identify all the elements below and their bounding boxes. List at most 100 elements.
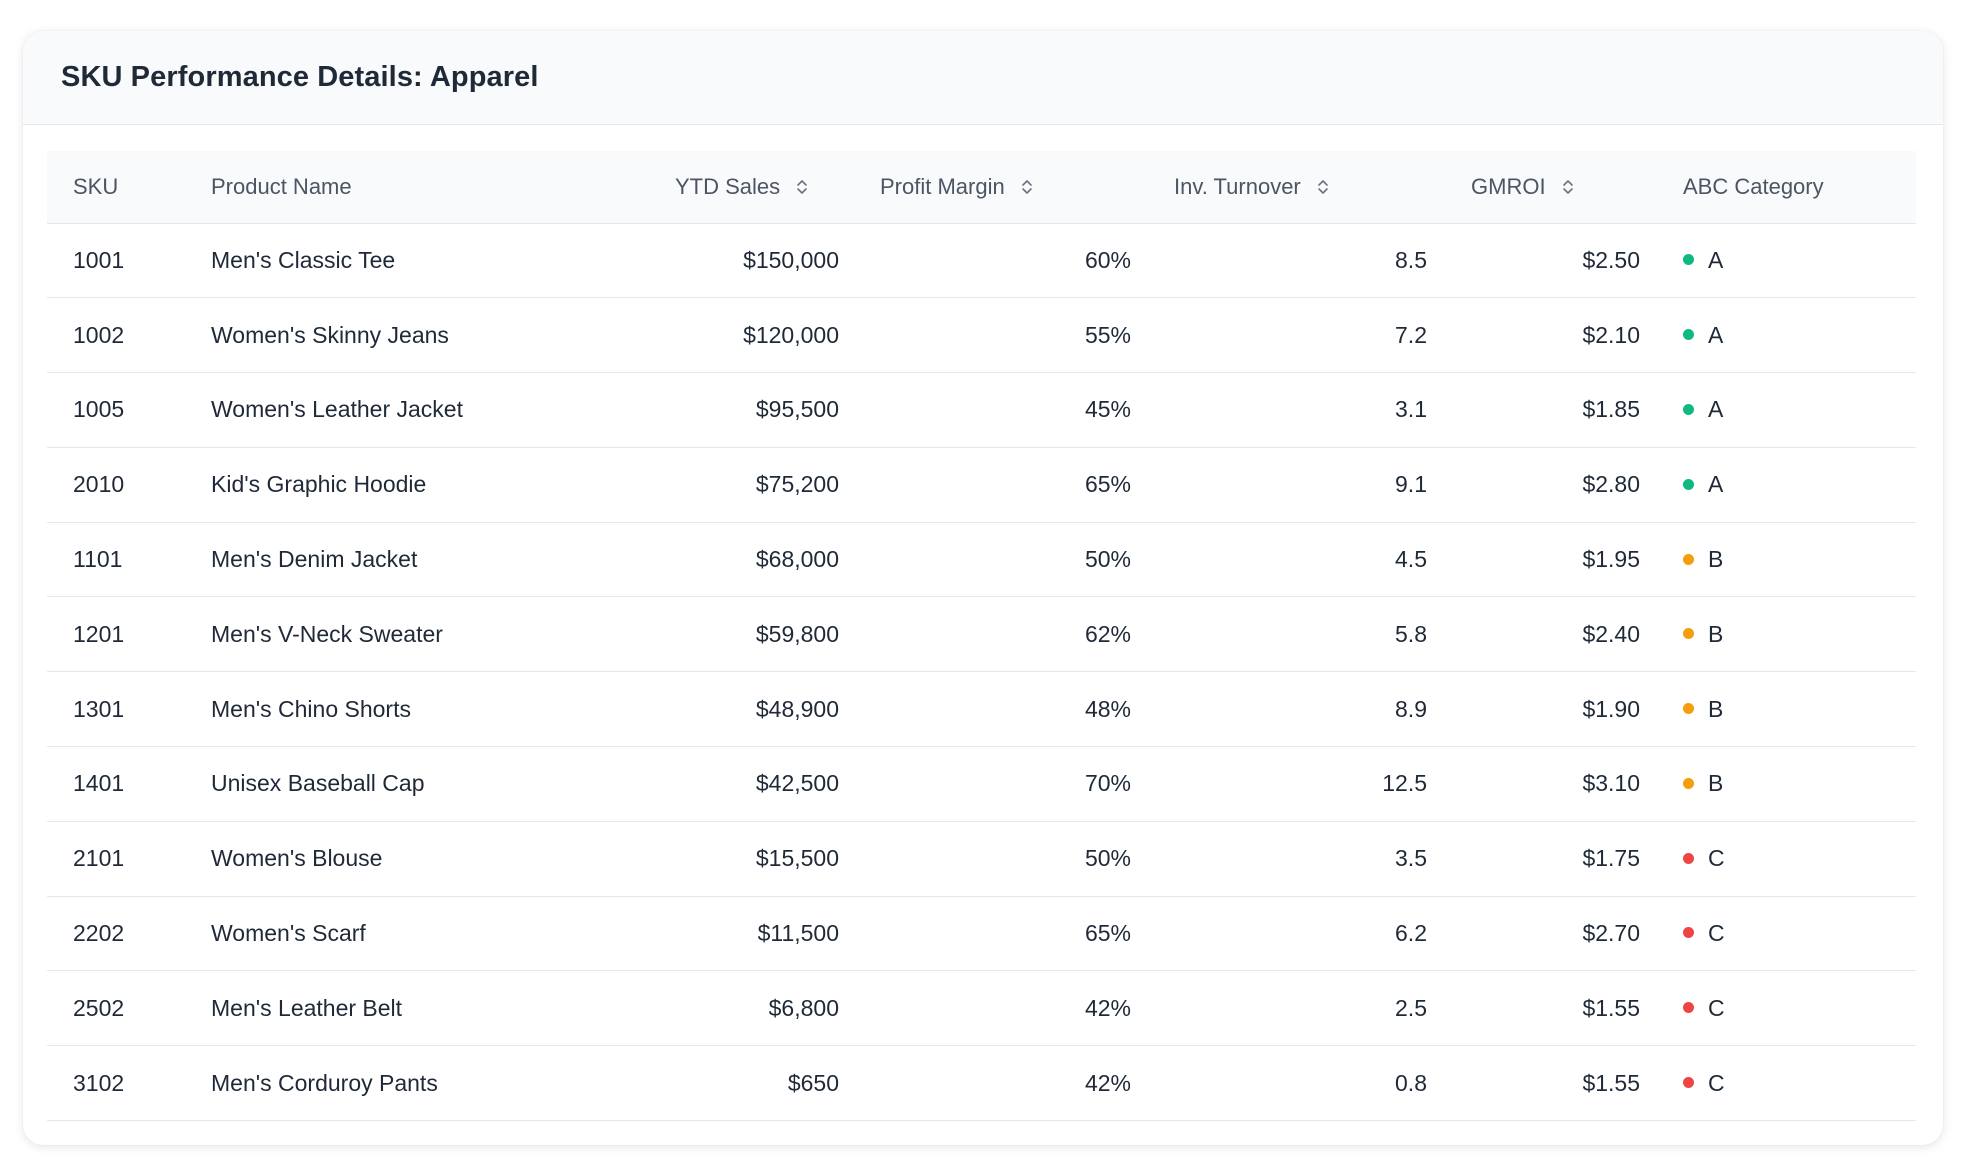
sku-performance-table: SKU Product Name YTD Sales Profit Margin… — [47, 151, 1916, 1122]
cell-inv-turnover: 12.5 — [1133, 746, 1429, 822]
status-dot-icon — [1683, 254, 1694, 266]
cell-product-name: Kid's Graphic Hoodie — [185, 447, 485, 523]
cell-gmroi: $2.80 — [1429, 447, 1642, 523]
category-label: C — [1708, 994, 1725, 1021]
column-header-ytd-sales[interactable]: YTD Sales — [485, 151, 839, 224]
status-dot-icon — [1683, 553, 1694, 565]
cell-sku: 2101 — [47, 821, 185, 897]
cell-inv-turnover: 0.8 — [1133, 1045, 1429, 1122]
cell-profit-margin: 65% — [839, 896, 1133, 972]
category-label: B — [1708, 546, 1724, 573]
status-dot-icon — [1683, 403, 1694, 415]
cell-product-name: Women's Skinny Jeans — [185, 297, 485, 374]
column-header-label: Product Name — [211, 173, 352, 199]
cell-profit-margin: 50% — [839, 821, 1133, 897]
cell-ytd-sales: $650 — [485, 1045, 839, 1122]
column-header-label: SKU — [73, 173, 119, 199]
cell-ytd-sales: $42,500 — [485, 746, 839, 822]
cell-abc-category: C — [1642, 970, 1916, 1047]
cell-ytd-sales: $11,500 — [485, 896, 839, 972]
cell-inv-turnover: 2.5 — [1133, 970, 1429, 1047]
cell-abc-category: C — [1642, 1045, 1916, 1122]
cell-inv-turnover: 5.8 — [1133, 596, 1429, 673]
cell-inv-turnover: 9.1 — [1133, 447, 1429, 523]
status-dot-icon — [1683, 1077, 1694, 1089]
cell-profit-margin: 55% — [839, 297, 1133, 374]
cell-ytd-sales: $15,500 — [485, 821, 839, 897]
column-header-inv-turnover[interactable]: Inv. Turnover — [1133, 151, 1429, 224]
category-label: C — [1708, 1069, 1725, 1096]
cell-ytd-sales: $95,500 — [485, 372, 839, 448]
column-header-gmroi[interactable]: GMROI — [1429, 151, 1642, 224]
status-dot-icon — [1683, 927, 1694, 939]
cell-inv-turnover: 3.5 — [1133, 821, 1429, 897]
column-header-abc-category: ABC Category — [1642, 151, 1916, 224]
table-row: 1005 Women's Leather Jacket $95,500 45% 3.1 $… — [47, 372, 1916, 448]
cell-inv-turnover: 7.2 — [1133, 297, 1429, 374]
cell-sku: 1002 — [47, 297, 185, 374]
status-dot-icon — [1683, 1002, 1694, 1014]
cell-profit-margin: 45% — [839, 372, 1133, 448]
cell-gmroi: $1.95 — [1429, 522, 1642, 598]
cell-sku: 1005 — [47, 372, 185, 448]
cell-inv-turnover: 6.2 — [1133, 896, 1429, 972]
cell-abc-category: B — [1642, 746, 1916, 822]
table-row: 1101 Men's Denim Jacket $68,000 50% 4.5 $1.95… — [47, 522, 1916, 598]
cell-sku: 2010 — [47, 447, 185, 523]
column-header-sku: SKU — [47, 151, 185, 224]
table-row: 1002 Women's Skinny Jeans $120,000 55% 7.2 $2… — [47, 297, 1916, 374]
cell-abc-category: C — [1642, 821, 1916, 897]
status-dot-icon — [1683, 478, 1694, 490]
cell-abc-category: B — [1642, 671, 1916, 748]
cell-sku: 2202 — [47, 896, 185, 972]
cell-gmroi: $1.55 — [1429, 1045, 1642, 1122]
category-label: A — [1708, 471, 1724, 498]
cell-product-name: Unisex Baseball Cap — [185, 746, 485, 822]
cell-profit-margin: 62% — [839, 596, 1133, 673]
cell-inv-turnover: 3.1 — [1133, 372, 1429, 448]
cell-abc-category: C — [1642, 896, 1916, 972]
column-header-label: GMROI — [1471, 173, 1546, 199]
cell-gmroi: $3.10 — [1429, 746, 1642, 822]
status-dot-icon — [1683, 329, 1694, 341]
sort-icon[interactable] — [796, 177, 808, 197]
table-row: 3102 Men's Corduroy Pants $650 42% 0.8 $1.55 C — [47, 1045, 1916, 1122]
cell-profit-margin: 42% — [839, 1045, 1133, 1122]
cell-sku: 1301 — [47, 671, 185, 748]
cell-inv-turnover: 4.5 — [1133, 522, 1429, 598]
column-header-label: YTD Sales — [675, 173, 781, 199]
header-row: SKU Product Name YTD Sales Profit Margin… — [47, 151, 1916, 224]
sort-icon[interactable] — [1021, 177, 1033, 197]
cell-abc-category: B — [1642, 522, 1916, 598]
table-body: 1001 Men's Classic Tee $150,000 60% 8.5 $2.50… — [47, 223, 1916, 1122]
status-dot-icon — [1683, 777, 1694, 789]
table-row: 2502 Men's Leather Belt $6,800 42% 2.5 $1.55 C — [47, 970, 1916, 1047]
cell-profit-margin: 70% — [839, 746, 1133, 822]
table-container: SKU Product Name YTD Sales Profit Margin… — [47, 151, 1916, 1122]
table-row: 1001 Men's Classic Tee $150,000 60% 8.5 $2.50… — [47, 223, 1916, 299]
column-header-profit-margin[interactable]: Profit Margin — [839, 151, 1133, 224]
cell-product-name: Men's Denim Jacket — [185, 522, 485, 598]
cell-sku: 1201 — [47, 596, 185, 673]
status-dot-icon — [1683, 703, 1694, 715]
cell-profit-margin: 48% — [839, 671, 1133, 748]
cell-ytd-sales: $6,800 — [485, 970, 839, 1047]
cell-gmroi: $1.85 — [1429, 372, 1642, 448]
cell-product-name: Men's V-Neck Sweater — [185, 596, 485, 673]
sort-icon[interactable] — [1562, 177, 1574, 197]
cell-sku: 1101 — [47, 522, 185, 598]
cell-gmroi: $2.50 — [1429, 223, 1642, 299]
cell-sku: 1401 — [47, 746, 185, 822]
cell-product-name: Men's Chino Shorts — [185, 671, 485, 748]
column-header-product-name: Product Name — [185, 151, 485, 224]
cell-abc-category: B — [1642, 596, 1916, 673]
column-header-label: Inv. Turnover — [1174, 173, 1301, 199]
column-header-label: ABC Category — [1683, 173, 1824, 199]
table-row: 1401 Unisex Baseball Cap $42,500 70% 12.5 $3.… — [47, 746, 1916, 822]
cell-abc-category: A — [1642, 372, 1916, 448]
cell-ytd-sales: $48,900 — [485, 671, 839, 748]
cell-gmroi: $1.55 — [1429, 970, 1642, 1047]
sort-icon[interactable] — [1317, 177, 1329, 197]
table-header: SKU Product Name YTD Sales Profit Margin… — [47, 151, 1916, 224]
cell-profit-margin: 42% — [839, 970, 1133, 1047]
